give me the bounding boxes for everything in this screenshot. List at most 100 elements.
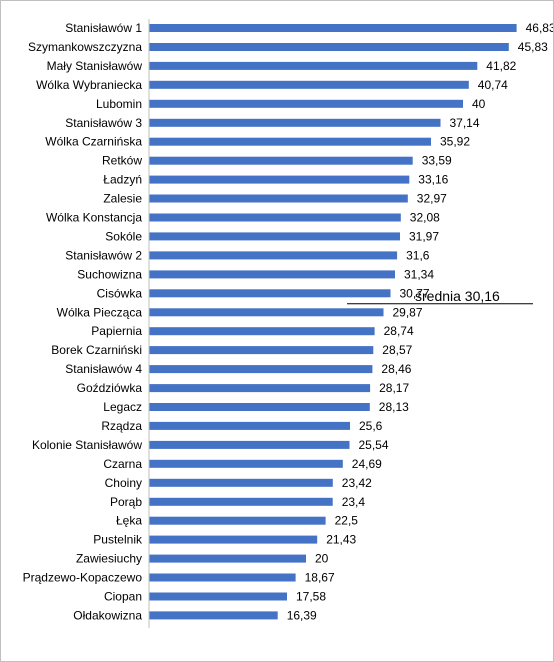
category-label: Wólka Konstancja xyxy=(46,211,142,225)
value-label: 28,57 xyxy=(382,343,412,357)
bar xyxy=(149,175,410,184)
value-label: 16,39 xyxy=(287,608,317,622)
labels-layer: Stanisławów 1 46,83 Szymankowszczyzna 45,83… xyxy=(23,21,553,622)
value-label: 18,67 xyxy=(305,571,335,585)
category-label: Ciopan xyxy=(104,590,142,604)
value-label: 46,83 xyxy=(526,21,553,35)
category-label: Stanisławów 4 xyxy=(65,362,142,376)
category-label: Rządza xyxy=(101,419,142,433)
bar xyxy=(149,251,398,260)
bar xyxy=(149,573,296,582)
category-label: Stanisławów 2 xyxy=(65,248,142,262)
category-label: Czarna xyxy=(103,457,142,471)
category-label: Wólka Piecząca xyxy=(57,305,143,319)
value-label: 28,74 xyxy=(384,324,414,338)
category-label: Mały Stanisławów xyxy=(47,59,143,73)
bar xyxy=(149,270,395,279)
category-label: Pustelnik xyxy=(93,533,143,547)
category-label: Lubomin xyxy=(96,97,142,111)
category-label: Kolonie Stanisławów xyxy=(32,438,142,452)
value-label: 31,34 xyxy=(404,267,434,281)
bar xyxy=(149,497,333,506)
category-label: Ładzyń xyxy=(103,173,142,187)
bar xyxy=(149,611,278,620)
bar xyxy=(149,118,441,127)
bar xyxy=(149,61,478,70)
value-label: 32,97 xyxy=(417,192,447,206)
bar xyxy=(149,137,431,146)
category-label: Borek Czarniński xyxy=(51,343,142,357)
category-label: Porąb xyxy=(110,495,142,509)
value-label: 33,16 xyxy=(418,173,448,187)
bar xyxy=(149,43,509,51)
category-label: Ołdakowizna xyxy=(73,608,142,622)
bar xyxy=(149,80,469,89)
value-label: 25,54 xyxy=(359,438,389,452)
bar xyxy=(149,327,375,336)
category-label: Retków xyxy=(102,154,142,168)
value-label: 17,58 xyxy=(296,590,326,604)
bar xyxy=(149,99,463,108)
category-label: Goździówka xyxy=(77,381,143,395)
value-label: 23,42 xyxy=(342,476,372,490)
value-label: 28,13 xyxy=(379,400,409,414)
value-label: 22,5 xyxy=(335,514,359,528)
bar xyxy=(149,554,306,563)
bar xyxy=(149,403,370,411)
bar xyxy=(149,478,333,487)
bar xyxy=(149,592,287,601)
value-label: 28,17 xyxy=(379,381,409,395)
category-label: Papiernia xyxy=(91,324,142,338)
bar xyxy=(149,421,350,430)
value-label: 41,82 xyxy=(486,59,516,73)
bar xyxy=(149,516,326,525)
category-label: Łęka xyxy=(116,514,142,528)
category-label: Sokóle xyxy=(105,229,142,243)
bar xyxy=(149,365,373,374)
value-label: 29,87 xyxy=(393,305,423,319)
bar xyxy=(149,24,517,32)
value-label: 31,6 xyxy=(406,248,430,262)
bar xyxy=(149,459,343,468)
category-label: Cisówka xyxy=(97,286,143,300)
value-label: 45,83 xyxy=(518,40,548,54)
category-label: Prądzewo-Kopaczewo xyxy=(23,571,143,585)
category-label: Wólka Wybraniecka xyxy=(36,78,142,92)
category-label: Stanisławów 1 xyxy=(65,21,142,35)
value-label: 30,77 xyxy=(400,286,430,300)
bar xyxy=(149,213,401,222)
value-label: 40 xyxy=(472,97,486,111)
bar xyxy=(149,440,350,449)
bar xyxy=(149,289,391,298)
bar xyxy=(149,384,371,393)
category-label: Stanisławów 3 xyxy=(65,116,142,130)
bar xyxy=(149,156,413,165)
value-label: 23,4 xyxy=(342,495,366,509)
category-label: Legacz xyxy=(103,400,142,414)
value-label: 28,46 xyxy=(381,362,411,376)
bar xyxy=(149,535,318,544)
value-label: 37,14 xyxy=(450,116,480,130)
value-label: 21,43 xyxy=(326,533,356,547)
bar xyxy=(149,194,408,203)
bar xyxy=(149,346,374,355)
category-label: Zawiesiuchy xyxy=(76,552,142,566)
value-label: 20 xyxy=(315,552,329,566)
value-label: 24,69 xyxy=(352,457,382,471)
bar xyxy=(149,232,400,241)
bar xyxy=(149,308,384,317)
value-label: 33,59 xyxy=(422,154,452,168)
value-label: 40,74 xyxy=(478,78,508,92)
value-label: 25,6 xyxy=(359,419,383,433)
value-label: 32,08 xyxy=(410,211,440,225)
average-label: średnia 30,16 xyxy=(415,288,500,304)
value-label: 31,97 xyxy=(409,229,439,243)
category-label: Choiny xyxy=(105,476,142,490)
bars-layer xyxy=(149,24,517,620)
category-label: Wólka Czarnińska xyxy=(45,135,142,149)
category-label: Suchowizna xyxy=(77,267,142,281)
category-label: Zalesie xyxy=(103,192,142,206)
category-label: Szymankowszczyzna xyxy=(28,40,142,54)
